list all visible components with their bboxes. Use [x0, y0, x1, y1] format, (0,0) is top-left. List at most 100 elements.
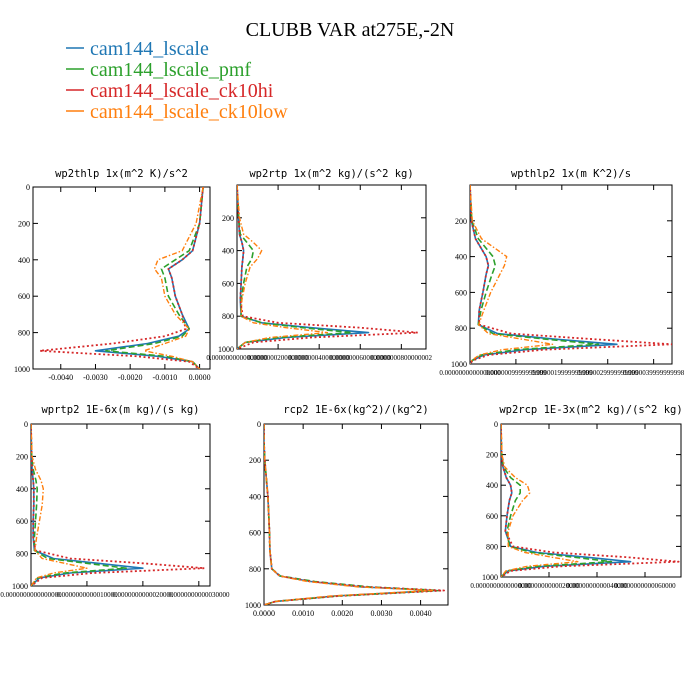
series-line-cam144-lscale-pmf — [470, 185, 600, 364]
x-tick-label: 0.0000 — [189, 373, 211, 382]
chart-panel-5: rcp2 1E-6x(kg^2)/(kg^2) 0 200 400 600 800 1000… — [245, 404, 449, 618]
x-tick-label: 0.0000019999999999 — [531, 369, 593, 377]
y-tick-label: 400 — [16, 485, 28, 494]
panel-title: wpthlp2 1x(m K^2)/s — [511, 168, 631, 180]
x-tick-label: 0.0000000400000000 — [289, 354, 351, 362]
y-tick-label: 800 — [455, 324, 467, 333]
series-line-cam144-lscale-ck10low — [237, 185, 329, 349]
plot-frame — [469, 184, 673, 365]
series-line-cam144-lscale-ck10hi — [39, 187, 204, 369]
legend: cam144_lscalecam144_lscale_pmfcam144_lsc… — [66, 38, 288, 123]
x-tick-label: 0.0020 — [331, 609, 353, 618]
y-tick-label: 800 — [18, 329, 30, 338]
y-tick-label: 600 — [455, 288, 467, 297]
x-tick-label: 0.0000000000040000 — [566, 582, 628, 590]
plot-frame — [32, 186, 211, 370]
series-line-cam144-lscale-ck10low — [470, 185, 554, 364]
plot-frame — [263, 423, 449, 606]
x-tick-label: 0.0000000000000000 — [470, 582, 532, 590]
x-tick-label: 0.0000000000010000 — [56, 591, 118, 599]
series-line-cam144-lscale-ck10hi — [237, 185, 419, 349]
x-tick-label: 0.0000000000000000 — [0, 591, 62, 599]
legend-label: cam144_lscale — [90, 38, 209, 60]
series-line-cam144-lscale-ck10low — [264, 424, 433, 605]
y-tick-label: 800 — [486, 542, 498, 551]
x-tick-label: 0.0000009999999999 — [485, 369, 547, 377]
y-tick-label: 800 — [249, 565, 261, 574]
series-line-cam144-lscale-pmf — [237, 185, 353, 349]
y-tick-label: 0 — [494, 420, 498, 429]
panel-title: wp2rtp 1x(m^2 kg)/(s^2 kg) — [249, 168, 413, 180]
y-tick-label: 0 — [257, 420, 261, 429]
y-tick-label: 200 — [18, 219, 30, 228]
y-tick-label: 200 — [455, 217, 467, 226]
y-tick-label: 400 — [222, 247, 234, 256]
series-line-cam144-lscale-pmf — [105, 187, 204, 369]
chart-panel-4: wprtp2 1E-6x(m kg)/(s kg) 0 200 400 600 800 10… — [0, 404, 230, 599]
series-line-cam144-lscale — [237, 185, 370, 349]
legend-label: cam144_lscale_pmf — [90, 59, 251, 81]
chart-panel-1: wp2thlp 1x(m^2 K)/s^2 0 200 400 600 800 1000 -0… — [14, 168, 211, 382]
y-tick-label: 600 — [222, 279, 234, 288]
series-line-cam144-lscale — [94, 187, 204, 369]
series-line-cam144-lscale-ck10hi — [31, 424, 206, 586]
y-tick-label: 400 — [18, 256, 30, 265]
chart-panels: wp2thlp 1x(m^2 K)/s^2 0 200 400 600 800 1000 -0… — [0, 168, 684, 618]
series-line-cam144-lscale-pmf — [501, 424, 613, 577]
x-tick-label: 0.0000000000030000 — [168, 591, 230, 599]
y-tick-label: 400 — [455, 253, 467, 262]
series-line-cam144-lscale-ck10low — [501, 424, 579, 577]
figure-title: CLUBB VAR at275E,-2N — [246, 19, 455, 41]
y-tick-label: 1000 — [14, 365, 30, 374]
series-line-cam144-lscale-pmf — [31, 424, 127, 586]
y-tick-label: 0 — [24, 420, 28, 429]
x-tick-label: 0.0030 — [370, 609, 392, 618]
x-tick-label: 0.0000000000060000 — [614, 582, 676, 590]
x-tick-label: 0.0000 — [253, 609, 275, 618]
y-tick-label: 1000 — [12, 582, 28, 591]
series-line-cam144-lscale-ck10hi — [470, 185, 672, 364]
x-tick-label: -0.0020 — [118, 373, 143, 382]
x-tick-label: -0.0010 — [153, 373, 178, 382]
y-tick-label: 1000 — [451, 360, 467, 369]
y-tick-label: 0 — [26, 183, 30, 192]
x-tick-label: 0.0000000000020000 — [518, 582, 580, 590]
series-line-cam144-lscale-ck10hi — [501, 424, 680, 577]
panel-title: wprtp2 1E-6x(m kg)/(s kg) — [41, 404, 199, 416]
panel-title: wp2thlp 1x(m^2 K)/s^2 — [55, 168, 188, 180]
x-tick-label: 0.0000000000000000 — [206, 354, 268, 362]
chart-panel-2: wp2rtp 1x(m^2 kg)/(s^2 kg) 200 400 600 800 10… — [206, 168, 432, 362]
y-tick-label: 200 — [486, 451, 498, 460]
panel-title: rcp2 1E-6x(kg^2)/(kg^2) — [283, 404, 428, 416]
series-line-cam144-lscale — [501, 424, 632, 577]
y-tick-label: 600 — [18, 292, 30, 301]
chart-panel-6: wp2rcp 1E-3x(m^2 kg)/(s^2 kg)0 200 400 600 8… — [470, 404, 682, 590]
series-line-cam144-lscale-ck10low — [143, 187, 204, 369]
y-tick-label: 200 — [249, 456, 261, 465]
x-tick-label: 0.0010 — [292, 609, 314, 618]
legend-label: cam144_lscale_ck10hi — [90, 80, 274, 102]
chart-panel-3: wpthlp2 1x(m K^2)/s20040060080010000.000… — [439, 168, 684, 377]
y-tick-label: 200 — [16, 452, 28, 461]
y-tick-label: 600 — [486, 512, 498, 521]
x-tick-label: 0.0000029999999999 — [577, 369, 639, 377]
y-tick-label: 600 — [249, 529, 261, 538]
series-line-cam144-lscale — [31, 424, 144, 586]
x-tick-label: 0.0000000000000000 — [439, 369, 501, 377]
y-tick-label: 400 — [486, 481, 498, 490]
y-tick-label: 800 — [222, 312, 234, 321]
x-tick-label: -0.0030 — [83, 373, 108, 382]
x-tick-label: 0.0000039999999998 — [623, 369, 685, 377]
x-tick-label: 0.0000000800000002 — [371, 354, 433, 362]
y-tick-label: 400 — [249, 492, 261, 501]
series-line-cam144-lscale — [470, 185, 618, 364]
series-line-cam144-lscale-ck10low — [31, 424, 88, 586]
y-tick-label: 200 — [222, 214, 234, 223]
x-tick-label: 0.0000000600000000 — [330, 354, 392, 362]
y-tick-label: 600 — [16, 517, 28, 526]
y-tick-label: 1000 — [482, 573, 498, 582]
plot-frame — [500, 423, 682, 578]
series-line-cam144-lscale-ck10hi — [264, 424, 446, 605]
x-tick-label: 0.0040 — [410, 609, 432, 618]
